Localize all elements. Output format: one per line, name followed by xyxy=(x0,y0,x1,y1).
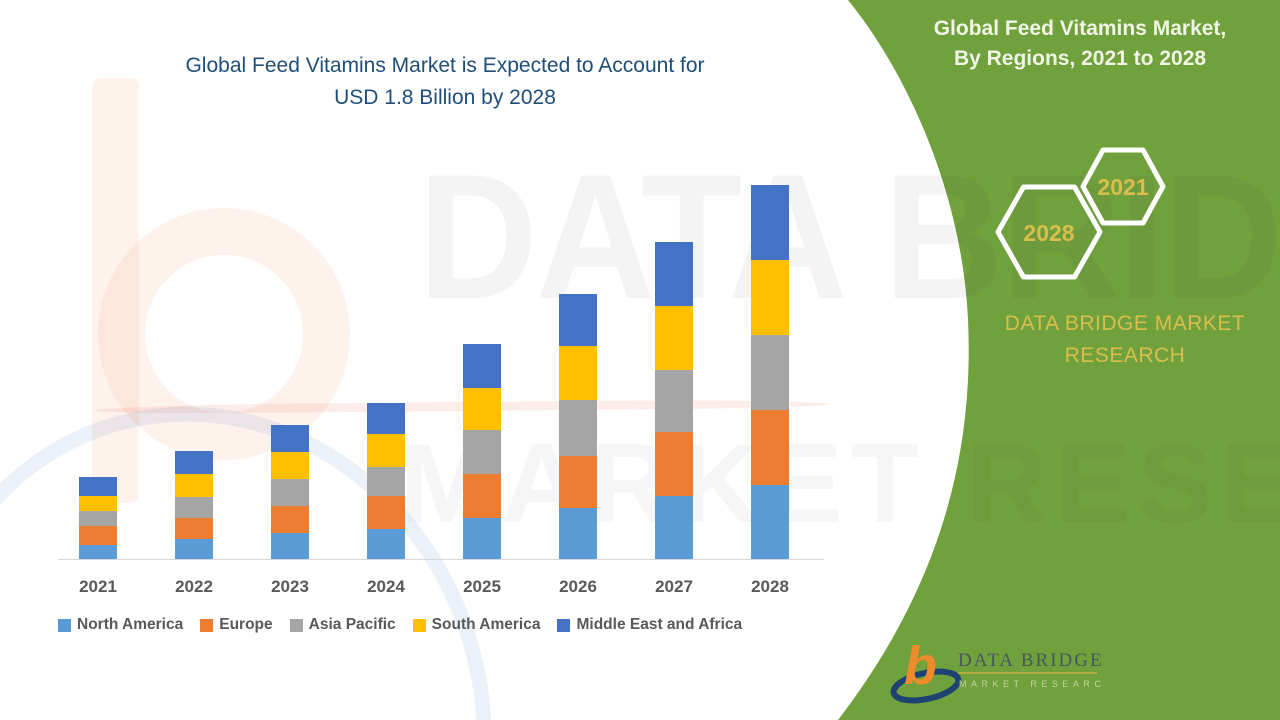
x-axis-line xyxy=(58,559,824,560)
bar-segment-2024-north-america xyxy=(367,529,405,560)
bar-segment-2021-europe xyxy=(79,526,117,545)
logo-wordmark: DATA BRIDGE xyxy=(958,650,1104,671)
x-axis-label-2024: 2024 xyxy=(367,577,405,596)
logo-d-swoosh xyxy=(890,668,962,704)
legend-label-asia-pacific: Asia Pacific xyxy=(308,616,396,633)
hexagon-2028-label: 2028 xyxy=(1023,220,1074,246)
bar-segment-2026-south-america xyxy=(559,346,597,400)
x-axis-label-2023: 2023 xyxy=(271,577,309,596)
bar-2023 xyxy=(271,425,309,560)
x-axis-label-2027: 2027 xyxy=(655,577,693,596)
hexagon-2021 xyxy=(1080,147,1166,226)
side-panel-title-line1: Global Feed Vitamins Market, xyxy=(933,17,1227,40)
bar-segment-2021-north-america xyxy=(79,545,117,560)
bar-segment-2026-europe xyxy=(559,456,597,508)
bar-2026 xyxy=(559,294,597,560)
legend-swatch-asia-pacific xyxy=(289,618,303,632)
legend-item-europe: Europe xyxy=(200,616,273,634)
x-axis-label-2026: 2026 xyxy=(559,577,597,596)
legend-label-middle-east-and-africa: Middle East and Africa xyxy=(576,616,743,633)
bar-segment-2023-asia-pacific xyxy=(271,479,309,506)
chart-title-line2: USD 1.8 Billion by 2028 xyxy=(334,85,556,109)
legend-item-asia-pacific: Asia Pacific xyxy=(289,616,396,634)
bar-2028 xyxy=(751,185,789,560)
watermark-text-line2: MARKET RESEARCH xyxy=(400,428,1280,540)
bar-segment-2025-europe xyxy=(463,474,501,518)
side-panel-background xyxy=(838,0,1280,720)
chart-title: Global Feed Vitamins Market is Expected … xyxy=(115,50,775,114)
bar-segment-2026-asia-pacific xyxy=(559,400,597,456)
bar-segment-2027-north-america xyxy=(655,496,693,560)
bar-segment-2027-south-america xyxy=(655,306,693,370)
logo-b-glyph: b xyxy=(904,636,937,696)
legend-swatch-middle-east-and-africa xyxy=(557,618,571,632)
bar-segment-2021-south-america xyxy=(79,496,117,511)
side-panel-brand-line2: RESEARCH xyxy=(1064,343,1186,367)
hexagon-2028 xyxy=(995,184,1103,280)
x-axis-label-2028: 2028 xyxy=(751,577,789,596)
legend-item-middle-east-and-africa: Middle East and Africa xyxy=(557,616,742,634)
x-axis-label-2025: 2025 xyxy=(463,577,501,596)
side-panel-brand-line1: DATA BRIDGE MARKET xyxy=(1004,312,1246,335)
legend-item-north-america: North America xyxy=(58,616,183,634)
side-panel-title-line2: By Regions, 2021 to 2028 xyxy=(953,47,1207,71)
bar-segment-2026-north-america xyxy=(559,508,597,560)
chart-legend: North America Europe Asia Pacific South Ame… xyxy=(58,616,742,634)
bar-segment-2022-europe xyxy=(175,518,213,539)
x-axis-label-2021: 2021 xyxy=(79,577,117,596)
legend-label-north-america: North America xyxy=(77,616,184,633)
bar-segment-2028-middle-east-and-africa xyxy=(751,185,789,260)
bar-2022 xyxy=(175,451,213,560)
bar-segment-2023-middle-east-and-africa xyxy=(271,425,309,452)
bar-segment-2027-middle-east-and-africa xyxy=(655,242,693,306)
bar-segment-2028-asia-pacific xyxy=(751,335,789,410)
bar-segment-2024-middle-east-and-africa xyxy=(367,403,405,434)
bar-segment-2028-europe xyxy=(751,410,789,485)
bar-segment-2024-asia-pacific xyxy=(367,467,405,496)
bar-segment-2022-north-america xyxy=(175,539,213,560)
bar-segment-2022-south-america xyxy=(175,474,213,497)
legend-swatch-north-america xyxy=(58,618,71,632)
hexagon-badges: 2021 2028 xyxy=(995,147,1166,280)
bar-segment-2021-asia-pacific xyxy=(79,511,117,526)
legend-swatch-europe xyxy=(200,618,214,632)
chart-title-line1: Global Feed Vitamins Market is Expected … xyxy=(185,54,705,77)
bar-segment-2022-middle-east-and-africa xyxy=(175,451,213,474)
side-panel-brand-text: DATA BRIDGE MARKET RESEARCH xyxy=(960,308,1280,371)
bar-segment-2028-north-america xyxy=(751,485,789,560)
side-panel-shape xyxy=(838,0,1280,720)
bar-segment-2027-europe xyxy=(655,432,693,496)
bar-2021 xyxy=(79,477,117,560)
bar-segment-2025-south-america xyxy=(463,388,501,430)
bar-segment-2023-europe xyxy=(271,506,309,533)
bar-segment-2027-asia-pacific xyxy=(655,370,693,432)
bar-2024 xyxy=(367,403,405,560)
logo-tagline: MARKET RESEARCH xyxy=(959,679,1105,689)
side-panel-title: Global Feed Vitamins Market, By Regions,… xyxy=(905,14,1255,75)
bar-segment-2022-asia-pacific xyxy=(175,497,213,518)
databridge-logo: b DATA BRIDGE MARKET RESEARCH xyxy=(890,636,1105,704)
x-axis-label-2022: 2022 xyxy=(175,577,213,596)
hexagon-2021-label: 2021 xyxy=(1097,174,1148,200)
bar-2027 xyxy=(655,242,693,560)
bar-segment-2026-middle-east-and-africa xyxy=(559,294,597,346)
legend-label-south-america: South America xyxy=(431,616,541,633)
bar-segment-2025-north-america xyxy=(463,518,501,560)
bar-segment-2023-north-america xyxy=(271,533,309,560)
bar-2025 xyxy=(463,344,501,560)
legend-label-europe: Europe xyxy=(219,616,273,633)
bar-segment-2024-south-america xyxy=(367,434,405,467)
legend-item-south-america: South America xyxy=(412,616,541,634)
bar-segment-2023-south-america xyxy=(271,452,309,479)
bar-segment-2028-south-america xyxy=(751,260,789,335)
legend-swatch-south-america xyxy=(412,618,426,632)
bar-segment-2025-asia-pacific xyxy=(463,430,501,474)
bar-segment-2024-europe xyxy=(367,496,405,529)
bar-segment-2021-middle-east-and-africa xyxy=(79,477,117,496)
bar-segment-2025-middle-east-and-africa xyxy=(463,344,501,388)
